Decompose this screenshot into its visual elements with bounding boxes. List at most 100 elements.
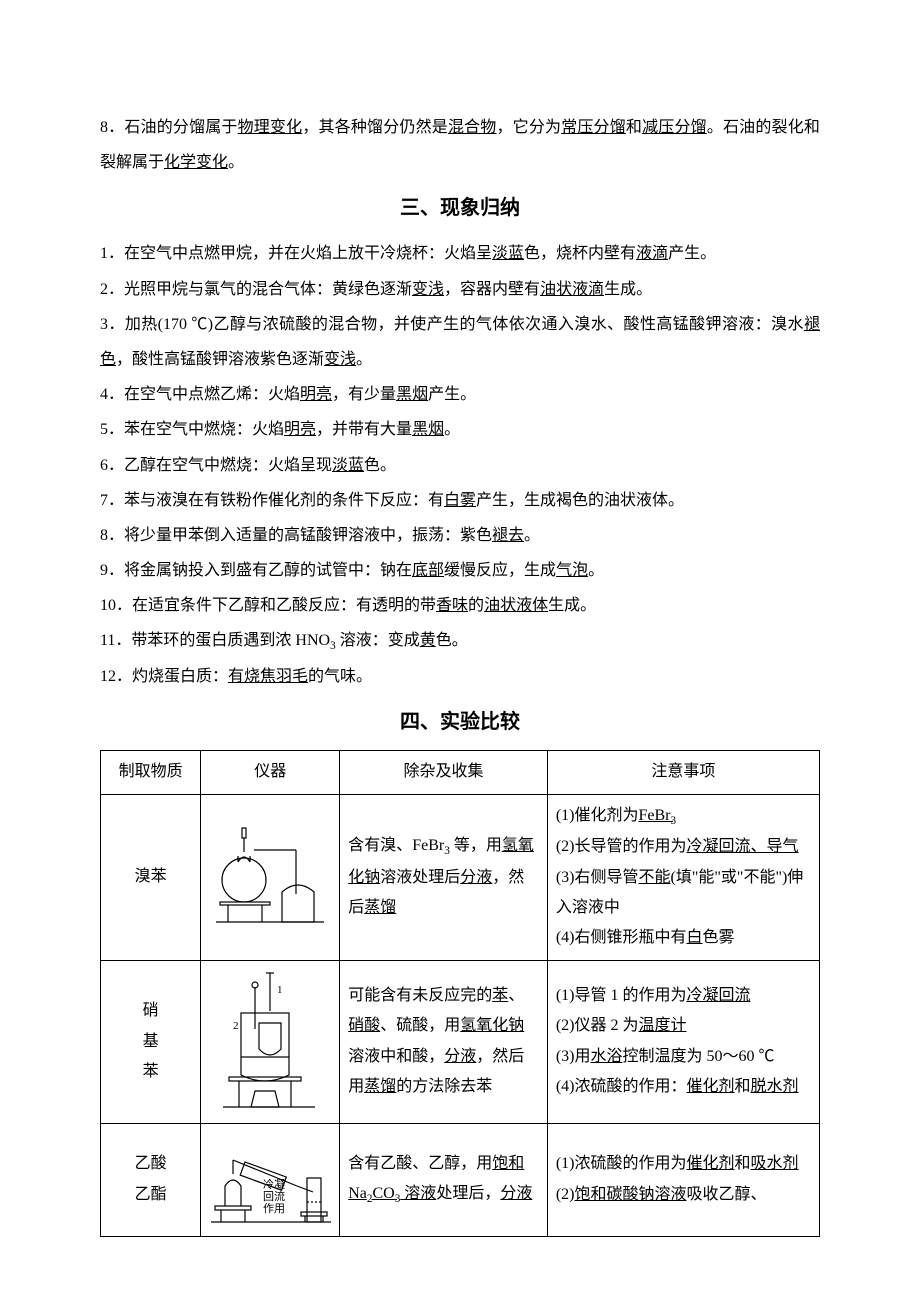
underline-text: 催化剂: [687, 1078, 735, 1095]
subscript: 3: [330, 641, 336, 653]
underline-chem: FeBr3: [639, 807, 677, 824]
underline-text: 淡蓝: [332, 457, 364, 474]
phenomenon-item: 5．苯在空气中燃烧：火焰明亮，并带有大量黑烟。: [100, 412, 820, 447]
intro-text: 和: [626, 119, 642, 136]
phenomenon-item: 4．在空气中点燃乙烯：火焰明亮，有少量黑烟产生。: [100, 377, 820, 412]
table-header-cell: 制取物质: [101, 751, 201, 794]
notes-cell: (1)浓硫酸的作用为催化剂和吸水剂(2)饱和碳酸钠溶液吸收乙醇、: [547, 1123, 819, 1236]
underline-text: 苯: [492, 987, 508, 1004]
table-header-cell: 仪器: [201, 751, 340, 794]
phenomenon-item: 6．乙醇在空气中燃烧：火焰呈现淡蓝色。: [100, 448, 820, 483]
phenomenon-item: 1．在空气中点燃甲烷，并在火焰上放干冷烧杯：火焰呈淡蓝色，烧杯内壁有液滴产生。: [100, 236, 820, 271]
underline-text: 分液: [500, 1185, 532, 1202]
intro-text: ，其各种馏分仍然是: [302, 119, 448, 136]
phenomenon-item: 9．将金属钠投入到盛有乙醇的试管中：钠在底部缓慢反应，生成气泡。: [100, 553, 820, 588]
table-row: 硝基苯 1 2 可能含有未反应完的苯、硝酸、硫酸，用氢氧化钠溶液中和酸，分液，然…: [101, 960, 820, 1123]
phenomena-list: 1．在空气中点燃甲烷，并在火焰上放干冷烧杯：火焰呈淡蓝色，烧杯内壁有液滴产生。 2…: [100, 236, 820, 694]
underline-text: 脱水剂: [751, 1078, 799, 1095]
item-number: 3．: [100, 316, 125, 333]
item-number: 4．: [100, 386, 124, 403]
intro-paragraph: 8．石油的分馏属于物理变化，其各种馏分仍然是混合物，它分为常压分馏和减压分馏。石…: [100, 110, 820, 180]
note-line: (1)催化剂为FeBr3: [556, 801, 811, 832]
note-line: (1)浓硫酸的作用为催化剂和吸水剂: [556, 1149, 811, 1179]
phenomenon-item: 11．带苯环的蛋白质遇到浓 HNO3 溶液：变成黄色。: [100, 623, 820, 659]
intro-text: 石油的分馏属于: [124, 119, 237, 136]
section4-heading: 四、实验比较: [100, 700, 820, 744]
notes-cell: (1)导管 1 的作用为冷凝回流(2)仪器 2 为温度计(3)用水浴控制温度为 …: [547, 960, 819, 1123]
phenomenon-item: 8．将少量甲苯倒入适量的高锰酸钾溶液中，振荡：紫色褪去。: [100, 518, 820, 553]
underline-text: 油状液体: [484, 597, 548, 614]
underline-text: 油状液滴: [540, 281, 604, 298]
note-line: (4)浓硫酸的作用：催化剂和脱水剂: [556, 1072, 811, 1102]
underline-text: 底部: [412, 562, 444, 579]
underline-text: 明亮: [300, 386, 332, 403]
svg-text:作用: 作用: [263, 1202, 285, 1215]
underline-text: 吸水剂: [751, 1155, 799, 1172]
item-number: 7．: [100, 492, 124, 509]
underline-chem: 饱和 Na2CO3 溶液: [348, 1155, 524, 1202]
phenomenon-item: 3．加热(170 ℃)乙醇与浓硫酸的混合物，并使产生的气体依次通入溴水、酸性高锰…: [100, 307, 820, 377]
note-line: (2)仪器 2 为温度计: [556, 1011, 811, 1041]
note-line: (2)饱和碳酸钠溶液吸收乙醇、: [556, 1180, 811, 1210]
table-body: 溴苯 含有溴、FeBr3 等，用氢氧化钠溶液处理后分液，然后蒸馏(1)催化剂为F…: [101, 794, 820, 1236]
underline-text: 黑烟: [396, 386, 428, 403]
underline-text: 变浅: [324, 351, 356, 368]
item-number: 12．: [100, 668, 132, 685]
table-header-row: 制取物质仪器除杂及收集注意事项: [101, 751, 820, 794]
underline-text: 氢氧化钠: [348, 837, 534, 885]
item-number: 6．: [100, 457, 124, 474]
note-line: (3)用水浴控制温度为 50～60 ℃: [556, 1042, 811, 1072]
item-number: 1．: [100, 245, 124, 262]
note-line: (2)长导管的作用为冷凝回流、导气: [556, 832, 811, 862]
purify-cell: 含有溴、FeBr3 等，用氢氧化钠溶液处理后分液，然后蒸馏: [340, 794, 548, 960]
underline-text: 白: [687, 929, 703, 946]
item-number: 10．: [100, 597, 132, 614]
underline-text: 气泡: [556, 562, 588, 579]
underline-text: 变浅: [412, 281, 444, 298]
underline-text: 冷凝回流: [687, 987, 751, 1004]
note-line: (3)右侧导管不能(填"能"或"不能")伸入溶液中: [556, 863, 811, 924]
note-line: (4)右侧锥形瓶中有白色雾: [556, 923, 811, 953]
underline-text: 黄: [420, 632, 436, 649]
table-header-cell: 除杂及收集: [340, 751, 548, 794]
item-number: 11．: [100, 632, 131, 649]
experiment-table: 制取物质仪器除杂及收集注意事项 溴苯 含有溴、FeBr3 等，用氢氧化钠溶液处理…: [100, 750, 820, 1236]
svg-text:2: 2: [233, 1020, 239, 1032]
underline-text: 饱和碳酸钠溶液: [574, 1186, 686, 1203]
intro-text: ，它分为: [496, 119, 561, 136]
svg-text:冷凝: 冷凝: [263, 1177, 285, 1191]
underline-text: 不能: [639, 869, 671, 886]
underline-text: 明亮: [284, 421, 316, 438]
subscript: 3: [444, 845, 450, 857]
phenomenon-item: 10．在适宜条件下乙醇和乙酸反应：有透明的带香味的油状液体生成。: [100, 588, 820, 623]
intro-num: 8．: [100, 119, 124, 136]
underline-text: 催化剂: [687, 1155, 735, 1172]
underline-text: 冷凝回流、导气: [687, 838, 799, 855]
underline-text: 硝酸: [348, 1017, 380, 1034]
intro-underline: 常压分馏: [561, 119, 626, 136]
apparatus-cell: 冷凝 回流 作用: [201, 1123, 340, 1236]
substance-cell: 溴苯: [101, 794, 201, 960]
document-page: 8．石油的分馏属于物理变化，其各种馏分仍然是混合物，它分为常压分馏和减压分馏。石…: [0, 0, 920, 1297]
underline-text: 蒸馏: [364, 1078, 396, 1095]
note-line: (1)导管 1 的作用为冷凝回流: [556, 981, 811, 1011]
purify-cell: 可能含有未反应完的苯、硝酸、硫酸，用氢氧化钠溶液中和酸，分液，然后用蒸馏的方法除…: [340, 960, 548, 1123]
substance-cell: 乙酸乙酯: [101, 1123, 201, 1236]
apparatus-cell: [201, 794, 340, 960]
item-number: 5．: [100, 421, 124, 438]
item-number: 2．: [100, 281, 124, 298]
apparatus-bromobenzene-icon: [210, 822, 330, 932]
table-row: 溴苯 含有溴、FeBr3 等，用氢氧化钠溶液处理后分液，然后蒸馏(1)催化剂为F…: [101, 794, 820, 960]
intro-underline: 混合物: [448, 119, 497, 136]
underline-text: 褪去: [492, 527, 524, 544]
notes-cell: (1)催化剂为FeBr3(2)长导管的作用为冷凝回流、导气(3)右侧导管不能(填…: [547, 794, 819, 960]
item-number: 9．: [100, 562, 124, 579]
underline-text: 淡蓝: [492, 245, 524, 262]
svg-text:回流: 回流: [263, 1189, 285, 1203]
underline-text: 分液: [444, 1048, 476, 1065]
section3-heading: 三、现象归纳: [100, 186, 820, 230]
intro-underline: 减压分馏: [642, 119, 707, 136]
underline-text: 白雾: [444, 492, 476, 509]
phenomenon-item: 7．苯与液溴在有铁粉作催化剂的条件下反应：有白雾产生，生成褐色的油状液体。: [100, 483, 820, 518]
apparatus-cell: 1 2: [201, 960, 340, 1123]
